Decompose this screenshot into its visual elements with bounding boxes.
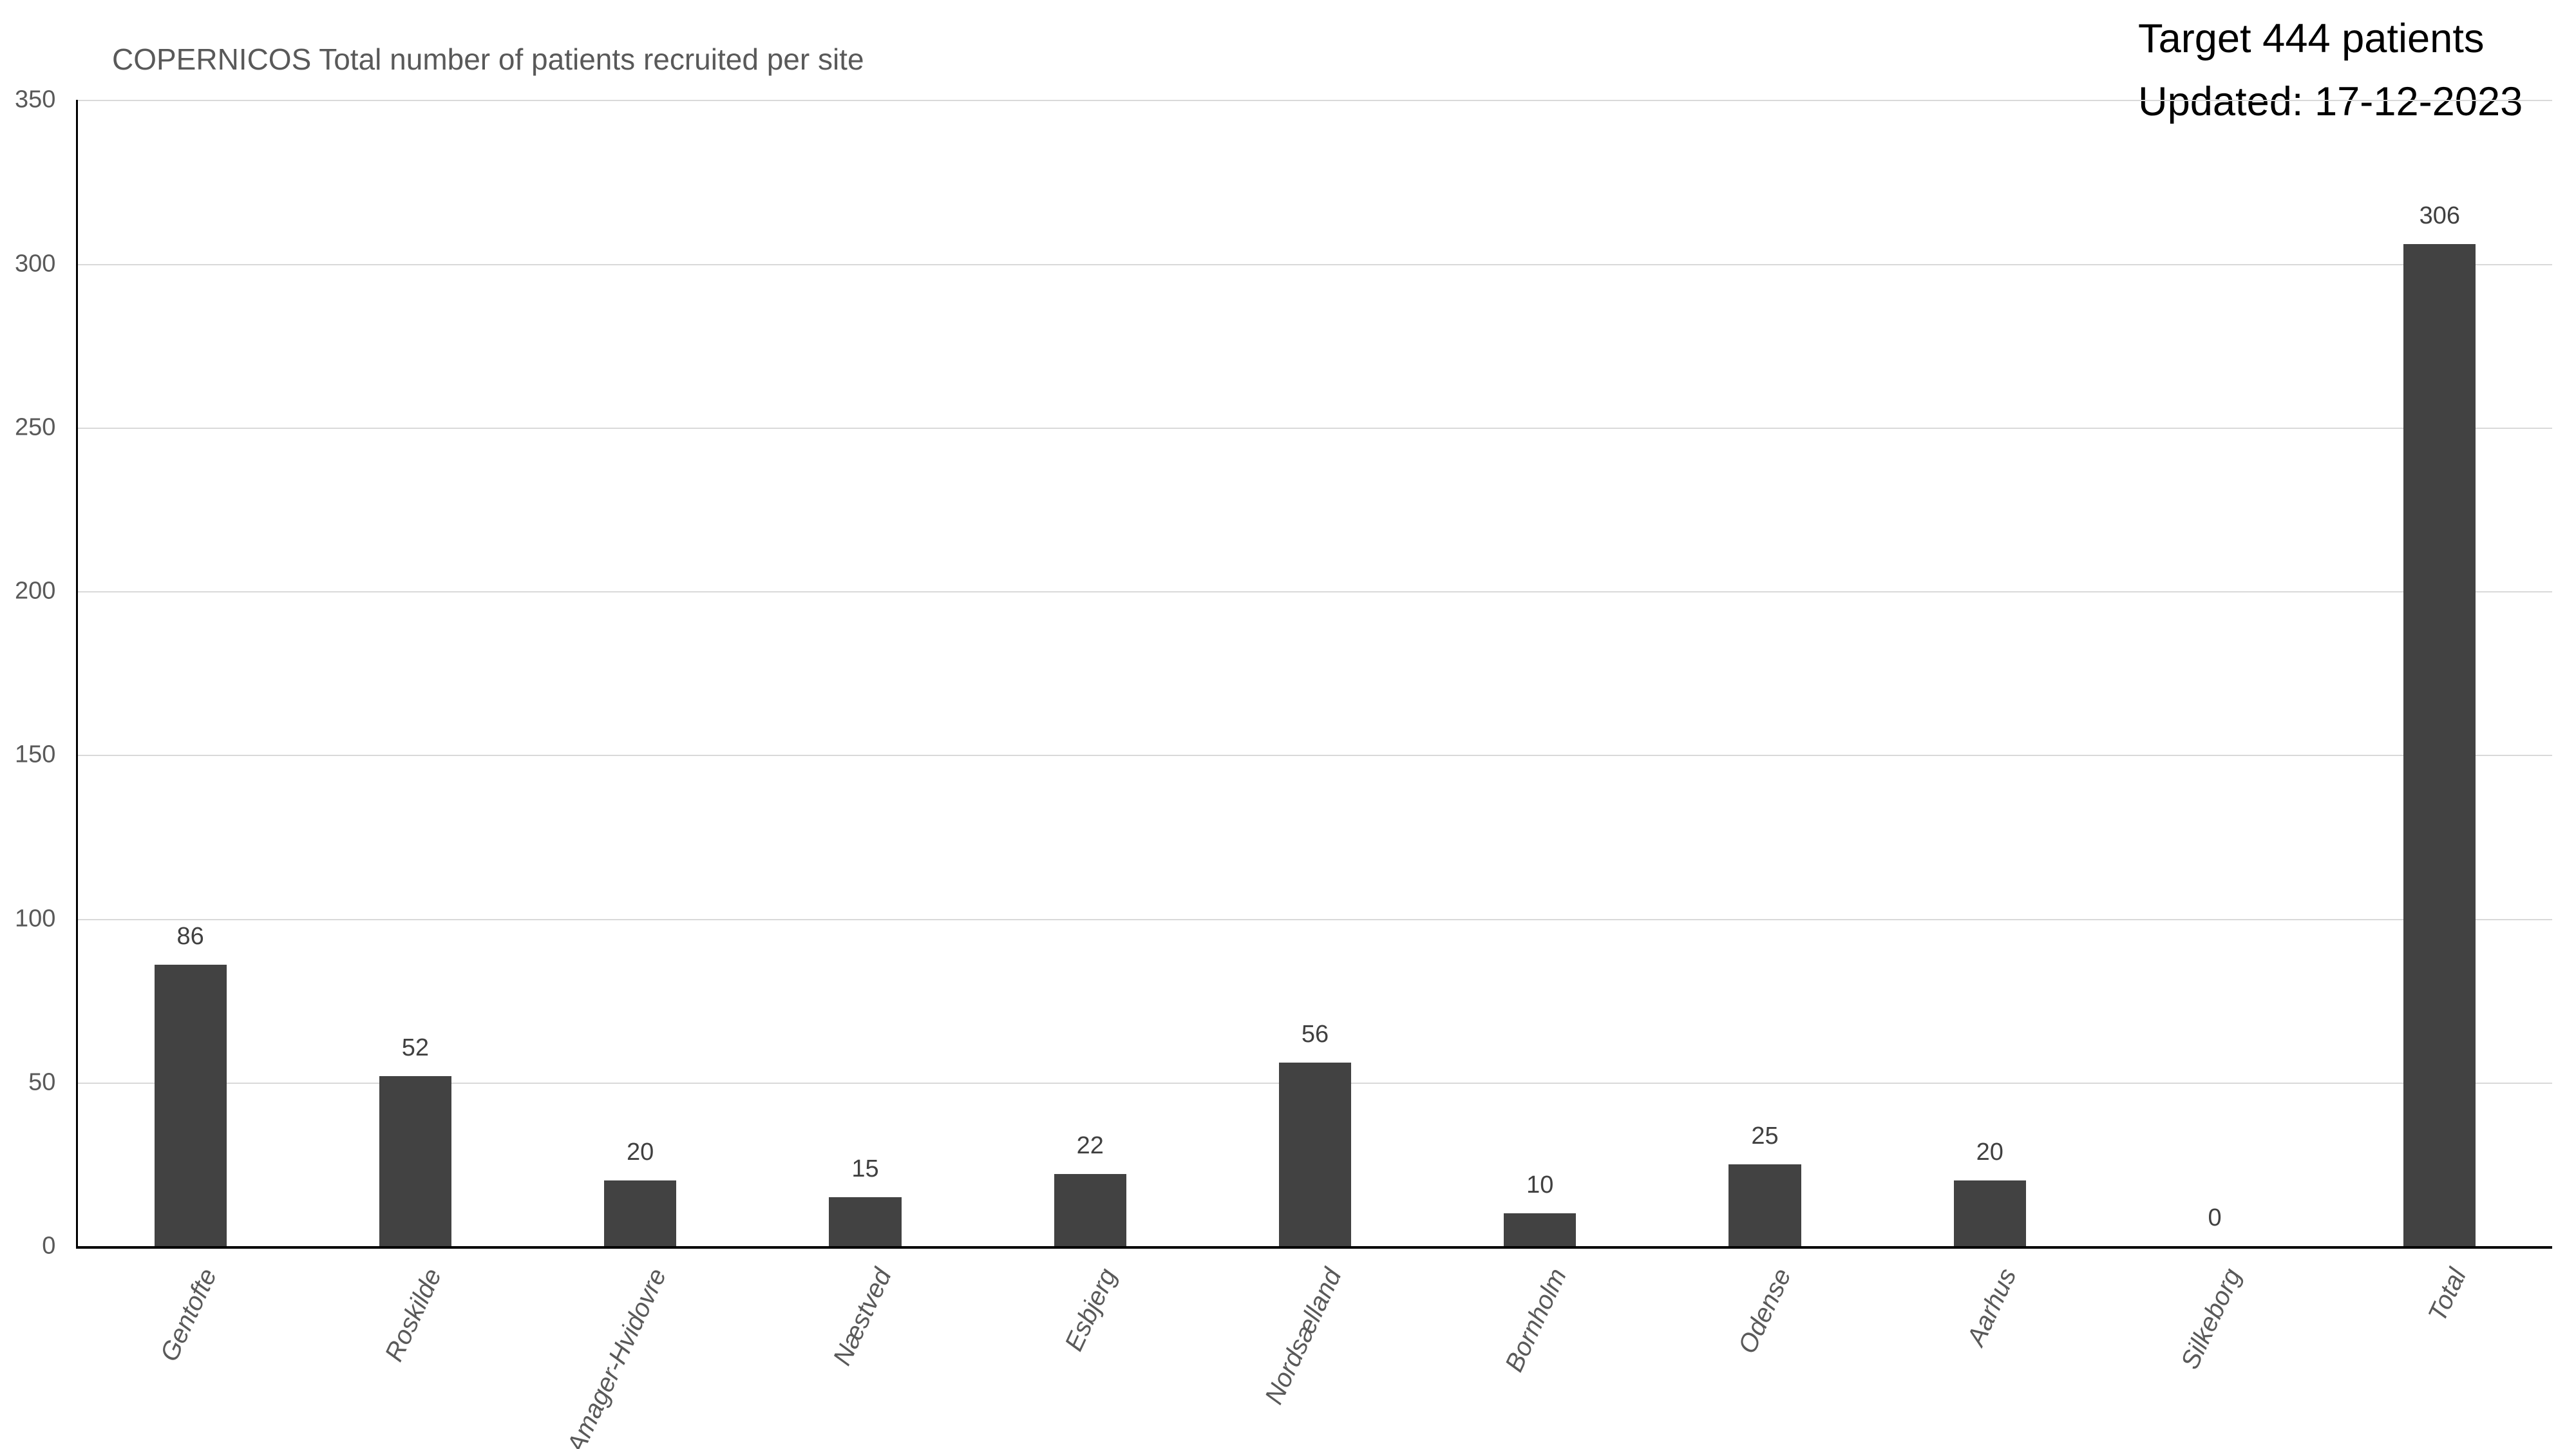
gridline-350 xyxy=(78,100,2552,102)
bar-value-label-total: 306 xyxy=(2419,202,2461,229)
x-tick-label-amager-hvidovre: Amager-Hvidovre xyxy=(562,1264,672,1449)
bar-næstved xyxy=(829,1197,902,1246)
bar-gentofte xyxy=(154,964,227,1246)
plot-area: 0 50 100 150 200 250 300 350 86 Gentofte 52 Roskild… xyxy=(15,86,2552,1449)
bar-bornholm xyxy=(1504,1213,1577,1246)
y-tick-label-350: 350 xyxy=(15,86,56,113)
gridline-100 xyxy=(78,918,2552,920)
bar-value-label-bornholm: 10 xyxy=(1526,1171,1554,1199)
x-tick-label-bornholm: Bornholm xyxy=(1499,1264,1572,1377)
bar-value-label-gentofte: 86 xyxy=(176,922,204,950)
y-tick-label-300: 300 xyxy=(15,250,56,277)
bar-amager-hvidovre xyxy=(604,1180,677,1246)
bar-total xyxy=(2403,244,2476,1246)
gridline-300 xyxy=(78,263,2552,265)
y-tick-label-50: 50 xyxy=(28,1068,56,1096)
bar-value-label-silkeborg: 0 xyxy=(2208,1204,2222,1231)
bar-aarhus xyxy=(1953,1180,2026,1246)
gridline-250 xyxy=(78,427,2552,429)
bar-value-label-nordsælland: 56 xyxy=(1301,1021,1329,1048)
x-tick-label-odense: Odense xyxy=(1732,1264,1797,1359)
target-note-line2: Updated: 17-12-2023 xyxy=(2138,79,2523,125)
chart-title: COPERNICOS Total number of patients recr… xyxy=(112,43,864,77)
gridline-150 xyxy=(78,755,2552,757)
y-tick-label-100: 100 xyxy=(15,905,56,932)
bar-odense xyxy=(1728,1164,1801,1246)
x-tick-label-esbjerg: Esbjerg xyxy=(1059,1264,1122,1356)
x-tick-label-silkeborg: Silkeborg xyxy=(2175,1264,2247,1374)
bar-value-label-aarhus: 20 xyxy=(1976,1139,2003,1166)
bar-value-label-odense: 25 xyxy=(1751,1122,1779,1150)
x-tick-label-total: Total xyxy=(2422,1264,2472,1327)
x-tick-label-gentofte: Gentofte xyxy=(155,1264,223,1367)
bar-nordsælland xyxy=(1278,1063,1352,1246)
y-tick-label-150: 150 xyxy=(15,741,56,768)
x-tick-label-næstved: Næstved xyxy=(828,1264,897,1370)
target-note-line1: Target 444 patients xyxy=(2138,16,2485,62)
y-tick-label-250: 250 xyxy=(15,413,56,441)
bar-esbjerg xyxy=(1054,1174,1126,1246)
x-tick-label-roskilde: Roskilde xyxy=(379,1264,448,1367)
y-tick-label-200: 200 xyxy=(15,577,56,605)
bar-value-label-næstved: 15 xyxy=(851,1155,879,1182)
bar-roskilde xyxy=(379,1075,451,1246)
bar-value-label-esbjerg: 22 xyxy=(1076,1132,1104,1160)
bar-value-label-roskilde: 52 xyxy=(401,1034,430,1061)
target-note: Target 444 patients Updated: 17-12-2023 xyxy=(2138,8,2523,134)
x-tick-label-aarhus: Aarhus xyxy=(1961,1264,2022,1350)
x-tick-label-nordsælland: Nordsælland xyxy=(1259,1264,1347,1409)
y-tick-label-0: 0 xyxy=(42,1232,56,1260)
bar-value-label-amager-hvidovre: 20 xyxy=(627,1139,654,1166)
gridline-200 xyxy=(78,591,2552,593)
